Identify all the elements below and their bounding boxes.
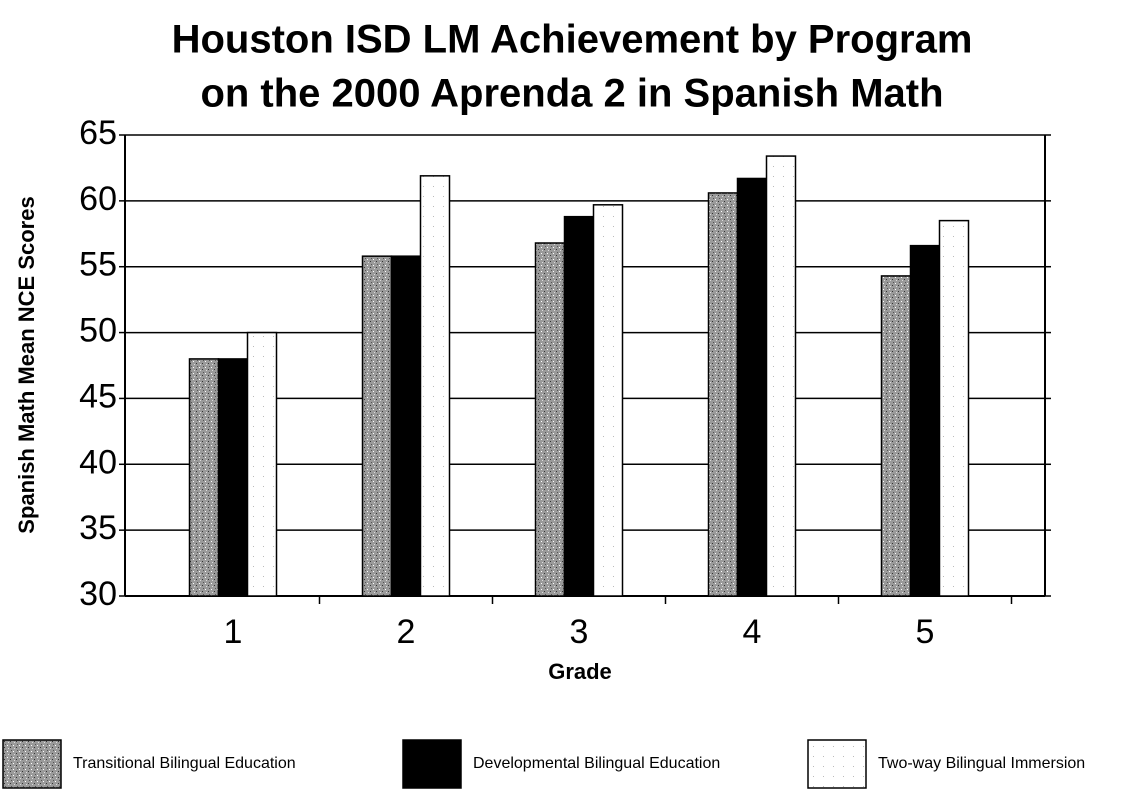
- chart-subtitle: on the 2000 Aprenda 2 in Spanish Math: [200, 72, 943, 116]
- y-tick-label: 30: [79, 575, 117, 613]
- x-tick-label: 1: [224, 613, 243, 651]
- x-tick-label: 4: [743, 613, 762, 651]
- bar: [188, 358, 220, 597]
- bar: [390, 255, 422, 597]
- bar: [765, 155, 797, 597]
- legend-swatch: [807, 739, 867, 789]
- bar: [707, 192, 739, 597]
- bar: [419, 175, 451, 597]
- legend-swatch: [402, 739, 462, 789]
- bar: [361, 255, 393, 597]
- bar: [909, 244, 941, 597]
- chart-title: Houston ISD LM Achievement by Program: [172, 18, 973, 62]
- y-axis-label: Spanish Math Mean NCE Scores: [14, 196, 39, 533]
- legend-label: Developmental Bilingual Education: [473, 755, 720, 772]
- x-tick-label: 3: [570, 613, 589, 651]
- x-tick-label: 5: [916, 613, 935, 651]
- bar: [938, 219, 970, 597]
- bar: [592, 204, 624, 597]
- y-tick-label: 65: [79, 114, 117, 152]
- bar: [880, 275, 912, 597]
- bar: [246, 331, 278, 597]
- y-tick-label: 45: [79, 377, 117, 415]
- x-tick-label: 2: [397, 613, 416, 651]
- legend-label: Two-way Bilingual Immersion: [878, 755, 1085, 772]
- bar: [217, 358, 249, 597]
- bar: [534, 242, 566, 597]
- y-tick-label: 40: [79, 443, 117, 481]
- y-tick-label: 55: [79, 246, 117, 284]
- bar: [736, 177, 768, 597]
- x-axis-label: Grade: [548, 659, 612, 684]
- bar: [563, 215, 595, 597]
- legend-label: Transitional Bilingual Education: [73, 755, 296, 772]
- y-tick-label: 35: [79, 509, 117, 547]
- legend-swatch: [2, 739, 62, 789]
- y-tick-label: 60: [79, 180, 117, 218]
- y-tick-label: 50: [79, 312, 117, 350]
